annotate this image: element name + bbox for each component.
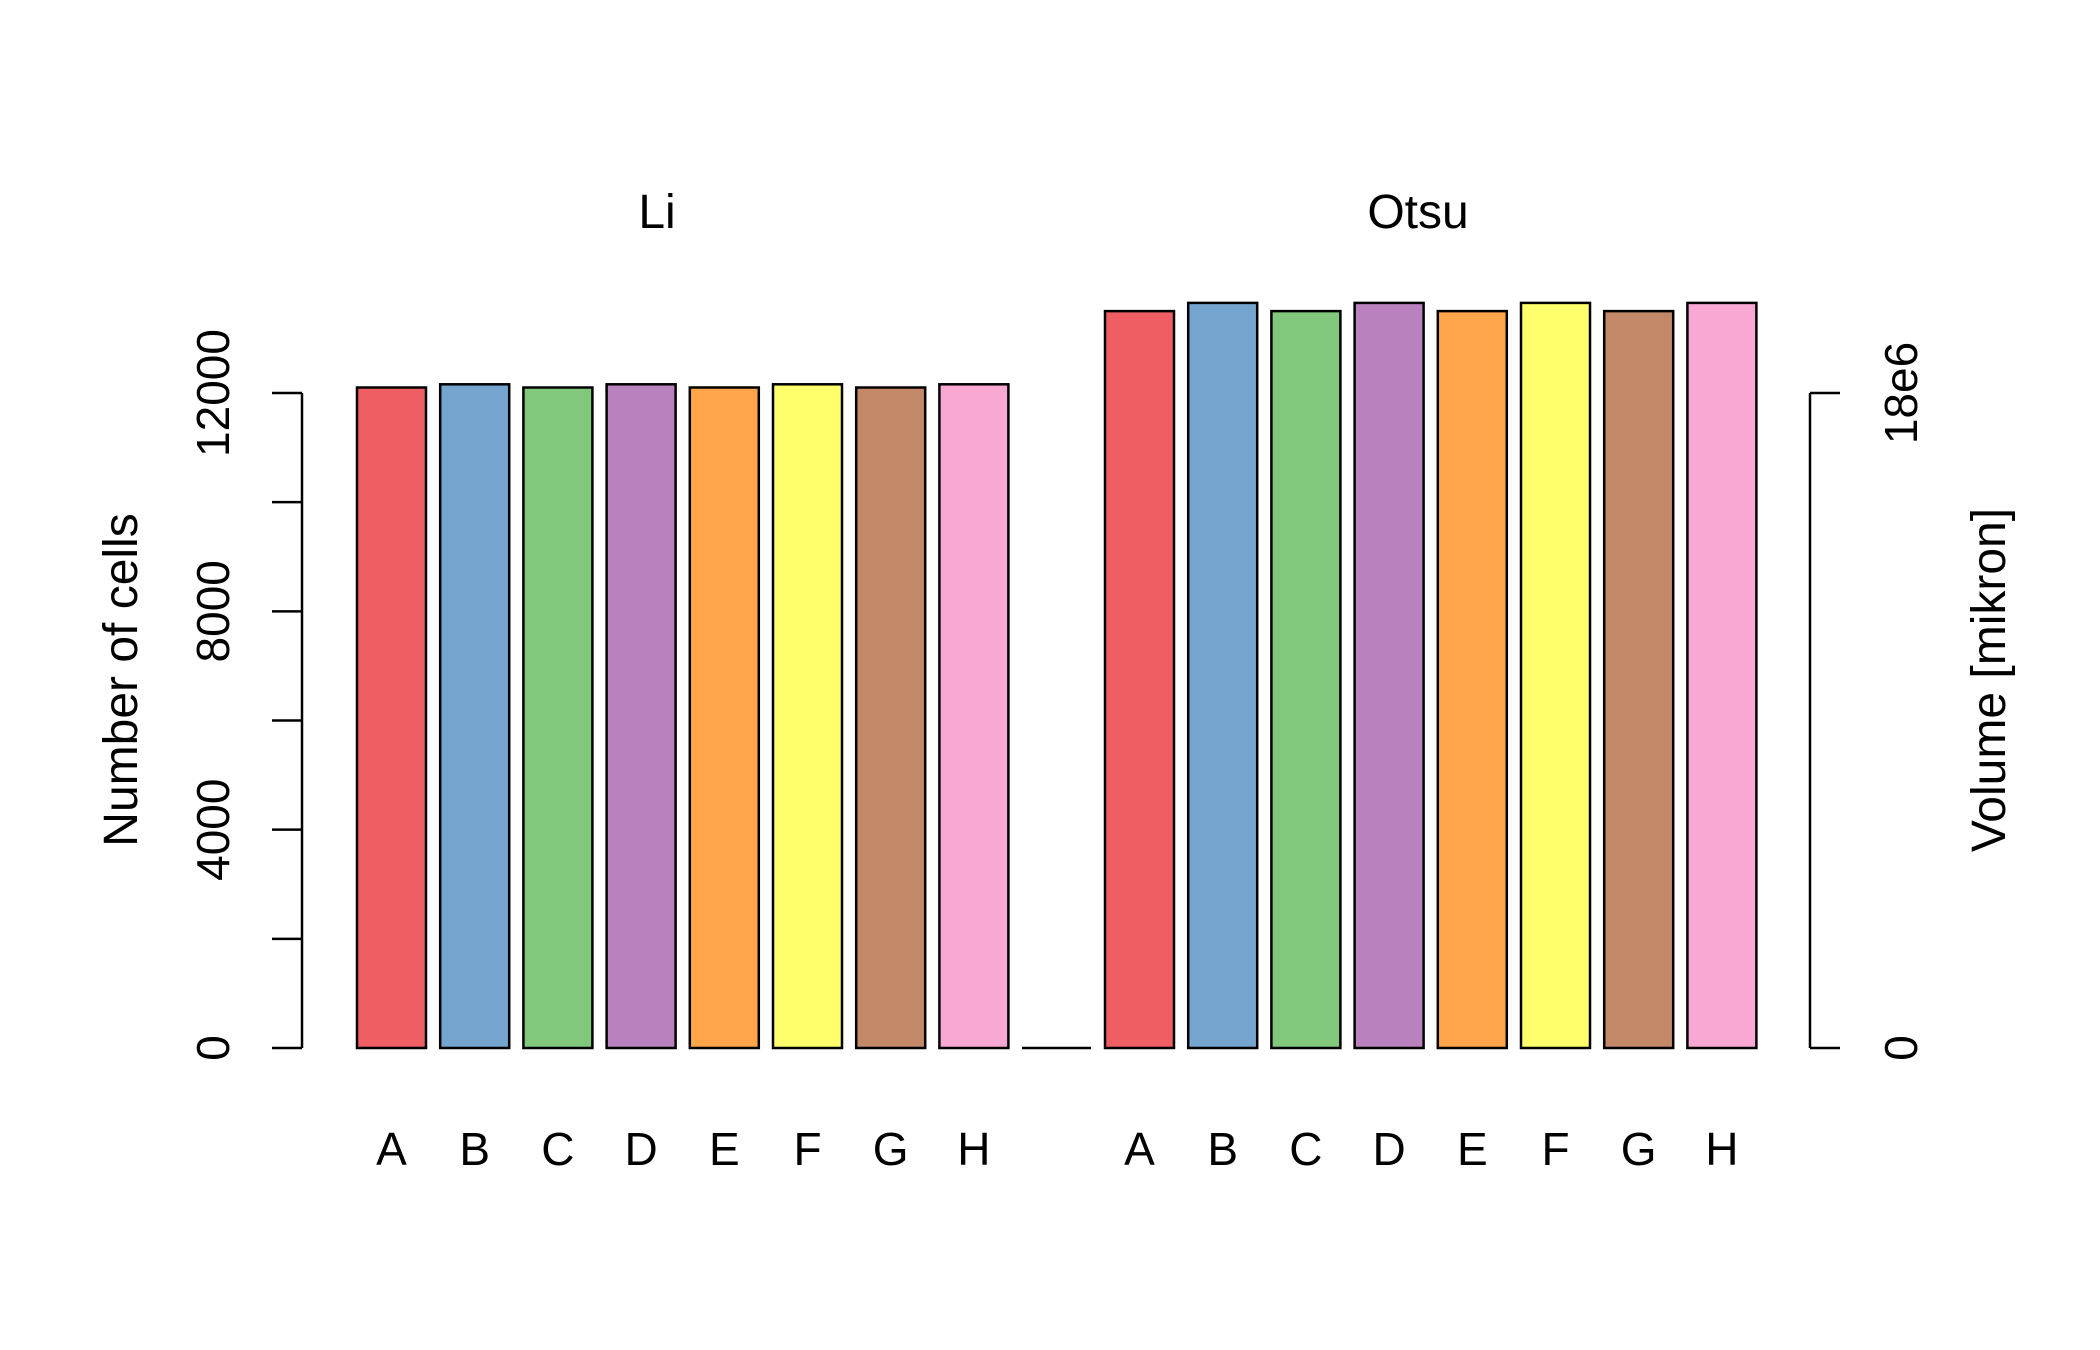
bar-li-h	[938, 383, 1010, 1050]
category-label-li-a: A	[376, 1123, 407, 1175]
left-axis-tick-label: 8000	[187, 560, 239, 662]
right-y-axis: 0 18e6	[1808, 342, 1927, 1061]
panel-title-otsu: Otsu	[1367, 186, 1468, 239]
bar-li-e	[688, 386, 761, 1050]
bar-li-f	[771, 383, 844, 1050]
bar-li-g	[854, 386, 927, 1050]
bar-otsu-c	[1270, 309, 1342, 1050]
bar-otsu-g	[1602, 309, 1675, 1050]
category-label-otsu-f: F	[1541, 1123, 1569, 1175]
category-label-li-b: B	[459, 1123, 490, 1175]
bar-li-c	[522, 386, 594, 1050]
left-axis-tick-label: 12000	[187, 329, 239, 457]
category-label-otsu-c: C	[1289, 1123, 1322, 1175]
category-label-otsu-d: D	[1372, 1123, 1405, 1175]
bar-li-a	[355, 386, 428, 1050]
bar-otsu-b	[1186, 301, 1259, 1050]
category-label-li-e: E	[709, 1123, 740, 1175]
bar-otsu-a	[1103, 309, 1176, 1050]
bar-otsu-h	[1686, 301, 1758, 1050]
left-y-axis: 0 4000 8000 12000	[187, 329, 304, 1061]
left-axis-tick-label: 4000	[187, 779, 239, 881]
category-label-otsu-a: A	[1124, 1123, 1155, 1175]
category-label-li-h: H	[957, 1123, 990, 1175]
category-label-otsu-e: E	[1457, 1123, 1488, 1175]
bar-li-d	[605, 383, 677, 1050]
category-label-li-d: D	[624, 1123, 657, 1175]
right-axis-tick-label-bottom: 0	[1875, 1035, 1927, 1061]
panel-titles: Li Otsu	[638, 186, 1468, 239]
bar-li-b	[438, 383, 511, 1050]
category-label-otsu-g: G	[1621, 1123, 1657, 1175]
left-axis-tick-label: 0	[187, 1035, 239, 1061]
left-y-axis-title: Number of cells	[95, 513, 148, 846]
category-label-otsu-b: B	[1207, 1123, 1238, 1175]
category-label-li-c: C	[541, 1123, 574, 1175]
category-label-otsu-h: H	[1705, 1123, 1738, 1175]
panel-title-li: Li	[638, 186, 675, 239]
right-axis-tick-label-top: 18e6	[1875, 342, 1927, 444]
bar-otsu-e	[1436, 309, 1509, 1050]
bars	[355, 301, 1758, 1050]
category-label-li-g: G	[873, 1123, 909, 1175]
right-y-axis-title: Volume [mikron]	[1963, 508, 2016, 852]
bar-otsu-d	[1353, 301, 1425, 1050]
category-label-li-f: F	[793, 1123, 821, 1175]
bar-otsu-f	[1519, 301, 1592, 1050]
